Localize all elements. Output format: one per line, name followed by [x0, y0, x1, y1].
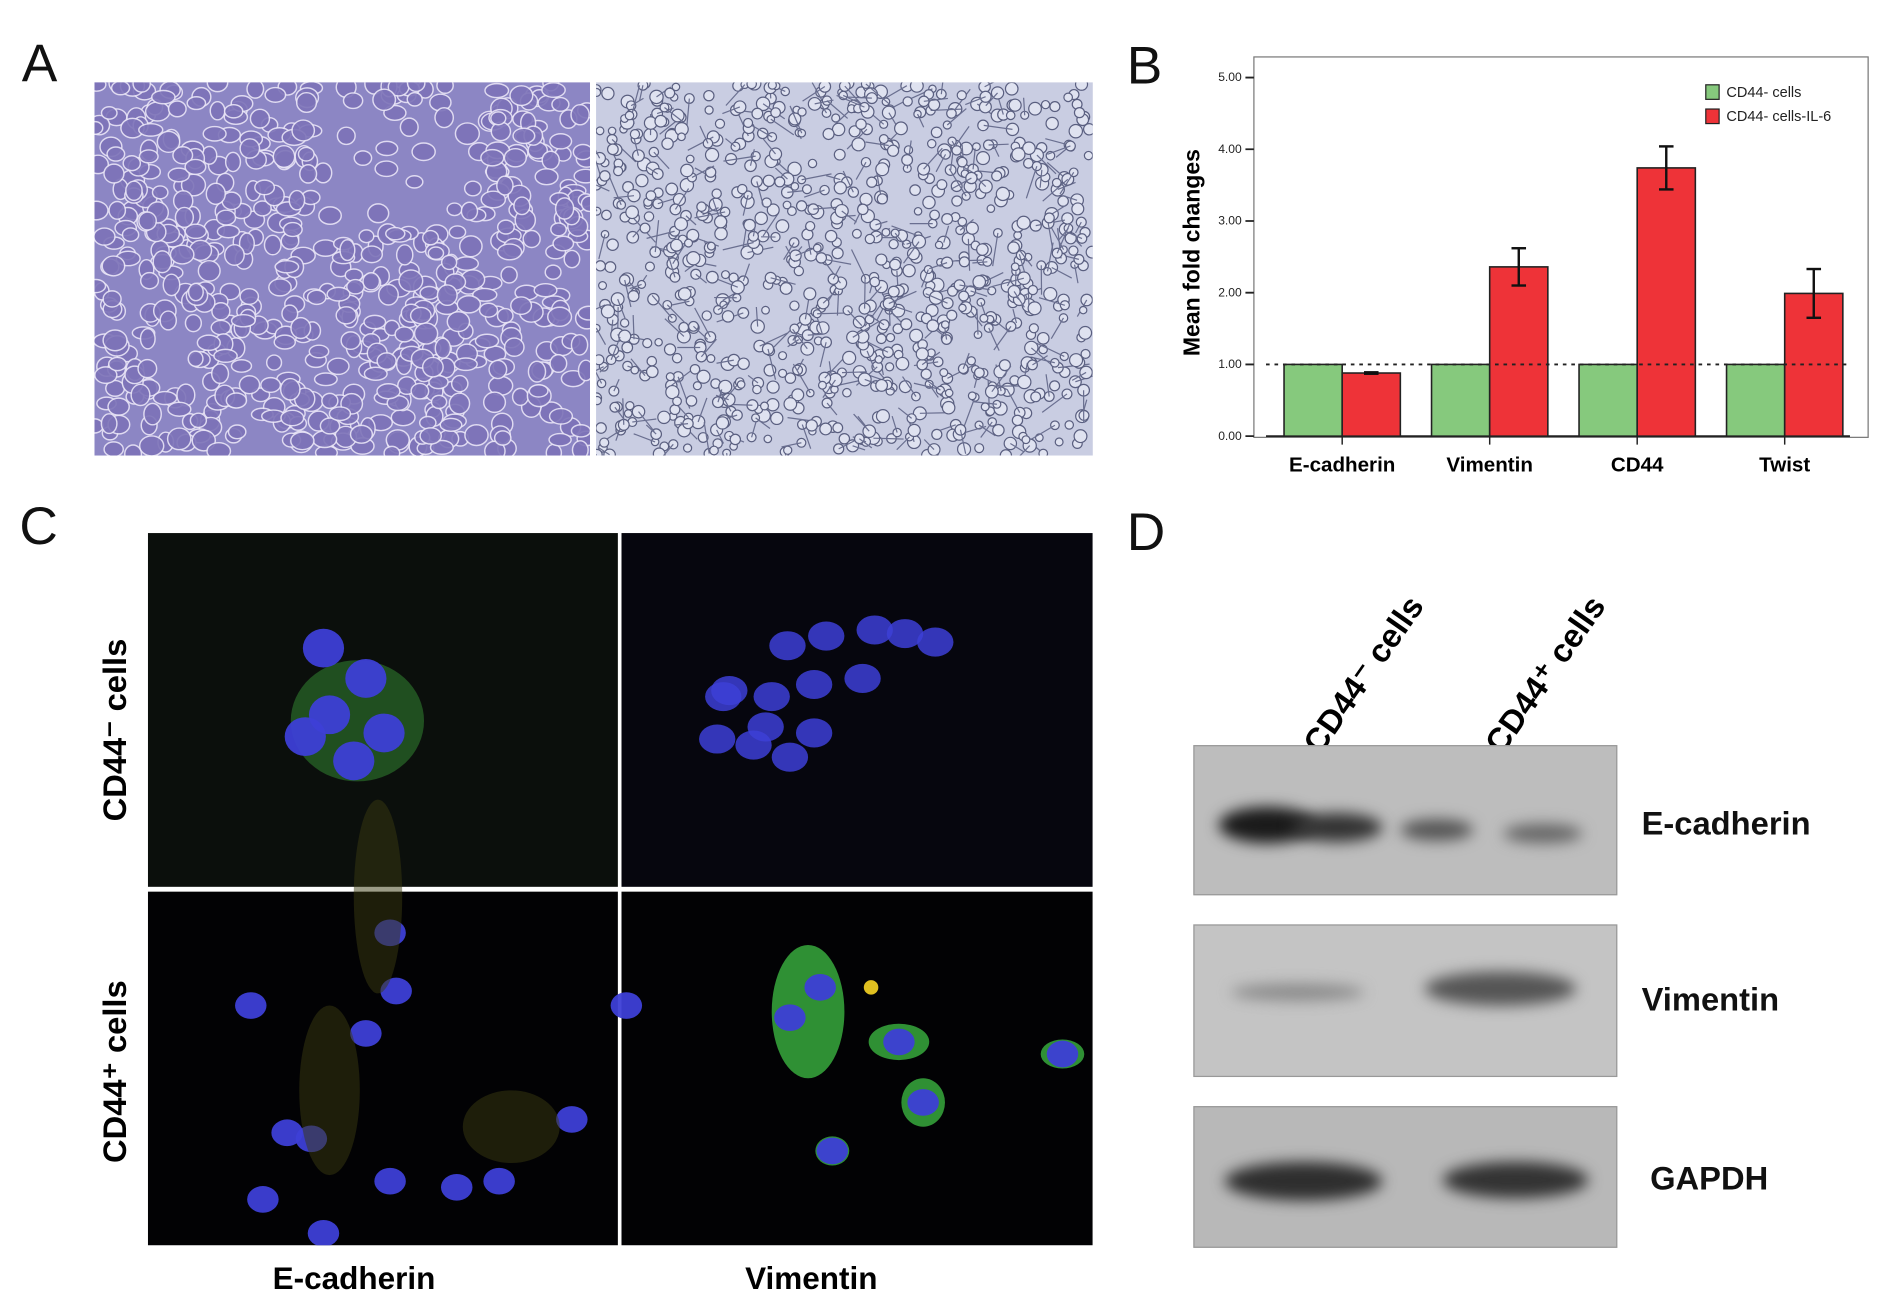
x-tick-label: Twist: [1759, 453, 1810, 476]
legend-swatch: [1705, 108, 1720, 125]
panel-label-b: B: [1126, 36, 1163, 96]
bar-control: [1725, 363, 1786, 437]
col-label-e-cadherin: E-cadherin: [272, 1259, 436, 1297]
y-tick-label: 5.00: [1218, 70, 1242, 84]
phase-contrast-image-mesenchymal: [596, 82, 1093, 456]
lane-label-cd44-negative: CD44⁻ cells: [1296, 589, 1431, 760]
blot-label-e-cadherin: E-cadherin: [1641, 805, 1811, 842]
bar-il6: [1341, 372, 1402, 437]
bar-chart: 0.00 1.00 2.00 3.00 4.00 5.00 Mean fold change…: [1178, 56, 1869, 476]
blot-label-vimentin: Vimentin: [1641, 981, 1780, 1018]
y-tick-label: 2.00: [1218, 285, 1242, 299]
x-tick-label: E-cadherin: [1289, 453, 1395, 476]
row-label-cd44-negative: CD44⁻ cells: [96, 638, 134, 822]
bar-il6: [1488, 266, 1549, 437]
y-tick-label: 1.00: [1218, 357, 1242, 371]
row-label-cd44-positive: CD44⁺ cells: [96, 980, 134, 1164]
bar-control: [1430, 363, 1491, 437]
blot-vimentin: [1193, 924, 1618, 1078]
y-tick-label: 4.00: [1218, 142, 1242, 156]
col-label-vimentin: Vimentin: [745, 1259, 878, 1297]
y-tick-label: 3.00: [1218, 214, 1242, 228]
plot-frame: [1253, 56, 1869, 438]
y-tick-label: 0.00: [1218, 429, 1242, 443]
x-tick-label: CD44: [1611, 453, 1664, 476]
panel-label-d: D: [1126, 502, 1166, 563]
bar-control: [1578, 363, 1638, 437]
y-axis-label: Mean fold changes: [1178, 149, 1204, 356]
panel-label-c: C: [19, 496, 58, 557]
lane-label-cd44-positive: CD44⁺ cells: [1478, 589, 1613, 760]
x-tick-label: Vimentin: [1446, 453, 1533, 476]
blot-gapdh: [1193, 1106, 1618, 1248]
blot-e-cadherin: [1193, 745, 1618, 896]
legend-label: CD44- cells: [1726, 85, 1801, 101]
legend-label: CD44- cells-IL-6: [1726, 109, 1831, 125]
phase-contrast-image-epithelial: [94, 82, 591, 456]
bar-control: [1283, 363, 1343, 437]
panel-label-a: A: [21, 33, 58, 94]
fluorescence-grid: [147, 533, 1093, 1246]
blot-label-gapdh: GAPDH: [1650, 1160, 1769, 1197]
bar-il6: [1636, 167, 1697, 437]
legend-swatch: [1705, 84, 1720, 100]
